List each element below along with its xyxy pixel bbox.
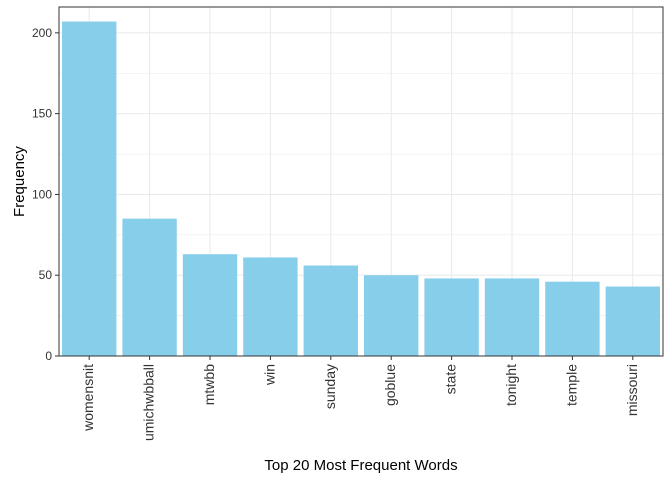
x-tick-label: missouri (624, 364, 640, 416)
y-axis: 0 50 100 150 200 (32, 26, 59, 363)
bar-state (424, 278, 479, 356)
y-tick-label: 0 (45, 349, 52, 363)
y-tick-label: 200 (32, 26, 52, 40)
bar-sunday (303, 265, 358, 356)
x-tick-label: goblue (382, 364, 398, 406)
bars (62, 21, 660, 357)
x-tick-label: mtwbb (201, 364, 217, 405)
bar-missouri (605, 286, 660, 356)
y-axis-title: Frequency (11, 146, 28, 217)
x-tick-label: win (261, 364, 277, 386)
bar-win (243, 257, 298, 356)
x-tick-label: temple (563, 364, 579, 406)
bar-mtwbb (182, 254, 238, 356)
x-tick-label: umichwbball (141, 364, 157, 441)
x-tick-label: sunday (322, 364, 338, 409)
panel-border (58, 6, 664, 357)
bar-umichwbball (122, 218, 177, 356)
bar-goblue (364, 275, 419, 356)
y-tick-label: 100 (32, 187, 52, 201)
bar-temple (545, 281, 600, 356)
x-tick-label: state (443, 364, 459, 395)
bar-tonight (484, 278, 540, 356)
x-axis-title: Top 20 Most Frequent Words (264, 457, 457, 474)
y-tick-label: 150 (32, 107, 52, 121)
x-tick-label: womensnit (80, 364, 96, 432)
x-axis: womensnit umichwbball mtwbb win sunday goblue… (80, 356, 640, 441)
bar-womensnit (62, 21, 117, 357)
y-tick-label: 50 (39, 268, 53, 282)
x-tick-label: tonight (503, 364, 519, 406)
